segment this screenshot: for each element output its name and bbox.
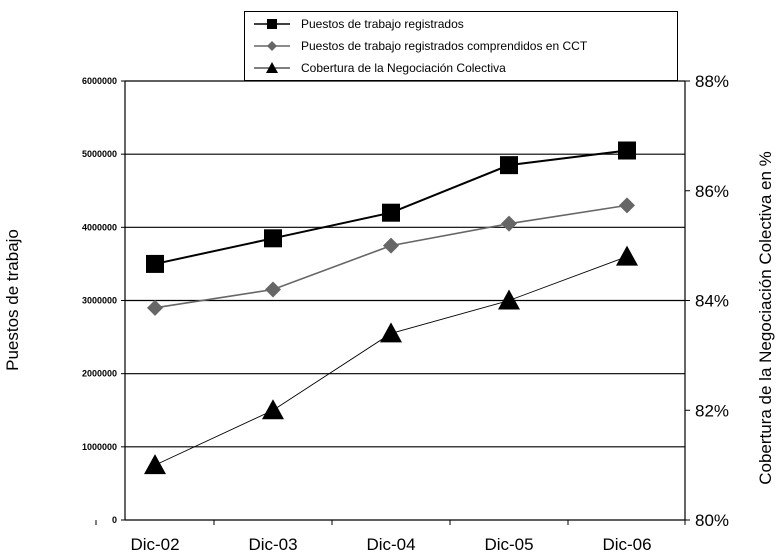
x-tick-label: Dic-06 <box>602 535 651 554</box>
right-tick-label: 86% <box>695 182 729 201</box>
legend-label: Puestos de trabajo registrados comprendi… <box>301 39 588 53</box>
left-axis-ticks: 0 1000000 2000000 3000000 4000000 5000000 6000… <box>82 76 125 525</box>
left-tick-label: 2000000 <box>82 369 117 379</box>
data-point-square <box>264 229 282 248</box>
legend-item-registrados: Puestos de trabajo registrados <box>245 15 677 35</box>
data-point-square <box>146 254 164 273</box>
data-point-square <box>500 156 518 175</box>
x-axis-ticks: Dic-02 Dic-03 Dic-04 Dic-05 Dic-06 <box>95 520 686 554</box>
series-group <box>144 141 638 475</box>
legend: Puestos de trabajo registrados Puestos d… <box>244 11 678 81</box>
right-tick-label: 88% <box>695 72 729 91</box>
gridlines <box>125 80 685 448</box>
data-point-triangle <box>498 289 520 310</box>
data-point-diamond <box>147 299 163 316</box>
x-tick-label: Dic-02 <box>130 535 179 554</box>
right-tick-label: 82% <box>695 401 729 420</box>
right-axis-ticks: 80% 82% 84% 86% 88% <box>685 72 729 530</box>
data-point-diamond <box>501 215 517 232</box>
left-tick-label: 5000000 <box>82 149 117 159</box>
x-tick-label: Dic-05 <box>484 535 533 554</box>
left-tick-label: 4000000 <box>82 222 117 232</box>
data-point-diamond <box>619 197 635 214</box>
x-tick-label: Dic-04 <box>366 535 415 554</box>
data-point-triangle <box>380 322 402 343</box>
left-tick-label: 6000000 <box>82 76 117 86</box>
legend-label: Puestos de trabajo registrados <box>301 17 464 31</box>
data-point-triangle <box>144 454 166 475</box>
legend-item-cobertura: Cobertura de la Negociación Colectiva <box>245 59 677 79</box>
x-tick-label: Dic-03 <box>248 535 297 554</box>
right-axis-label: Cobertura de la Negociación Colectiva en… <box>756 151 775 485</box>
left-tick-label: 0 <box>112 515 117 525</box>
series-line <box>154 256 628 466</box>
data-point-diamond <box>265 281 281 298</box>
legend-item-cct: Puestos de trabajo registrados comprendi… <box>245 37 677 57</box>
data-point-square <box>618 141 636 160</box>
right-tick-label: 80% <box>695 511 729 530</box>
data-point-triangle <box>616 245 638 266</box>
left-tick-label: 1000000 <box>82 442 117 452</box>
left-tick-label: 3000000 <box>82 296 117 306</box>
left-axis-label: Puestos de trabajo <box>3 229 22 371</box>
legend-label: Cobertura de la Negociación Colectiva <box>301 61 506 75</box>
data-point-square <box>382 203 400 222</box>
right-tick-label: 84% <box>695 292 729 311</box>
data-point-diamond <box>383 237 399 254</box>
data-point-triangle <box>262 399 284 420</box>
